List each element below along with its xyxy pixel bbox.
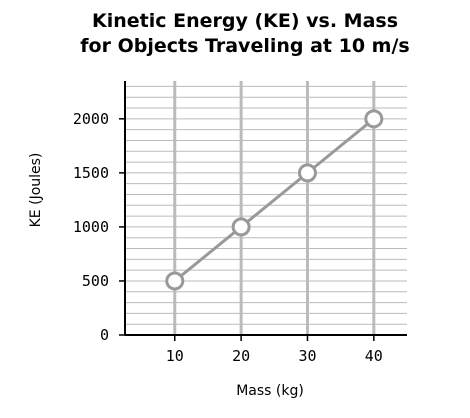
y-tick-label: 2000 — [73, 110, 109, 128]
y-tick-label: 1000 — [73, 218, 109, 236]
y-tick-label: 500 — [82, 272, 109, 290]
chart-title-line-1: Kinetic Energy (KE) vs. Mass — [92, 10, 398, 32]
x-tick-label: 40 — [365, 347, 383, 365]
data-point — [297, 163, 317, 183]
axes — [119, 81, 407, 341]
series — [165, 109, 384, 291]
series-line — [173, 117, 375, 283]
x-tick-label: 20 — [232, 347, 250, 365]
tick-labels: 0 500 1000 1500 2000 10 20 30 40 — [73, 110, 383, 365]
y-axis-label: KE (Joules) — [28, 153, 44, 228]
data-point — [165, 271, 185, 291]
x-tick-label: 10 — [166, 347, 184, 365]
y-tick-label: 0 — [100, 326, 109, 344]
y-tick-label: 1500 — [73, 164, 109, 182]
data-point — [231, 217, 251, 237]
x-tick-label: 30 — [298, 347, 316, 365]
chart-title-line-2: for Objects Traveling at 10 m/s — [80, 35, 409, 57]
data-point — [364, 109, 384, 129]
x-axis-label: Mass (kg) — [236, 383, 304, 399]
